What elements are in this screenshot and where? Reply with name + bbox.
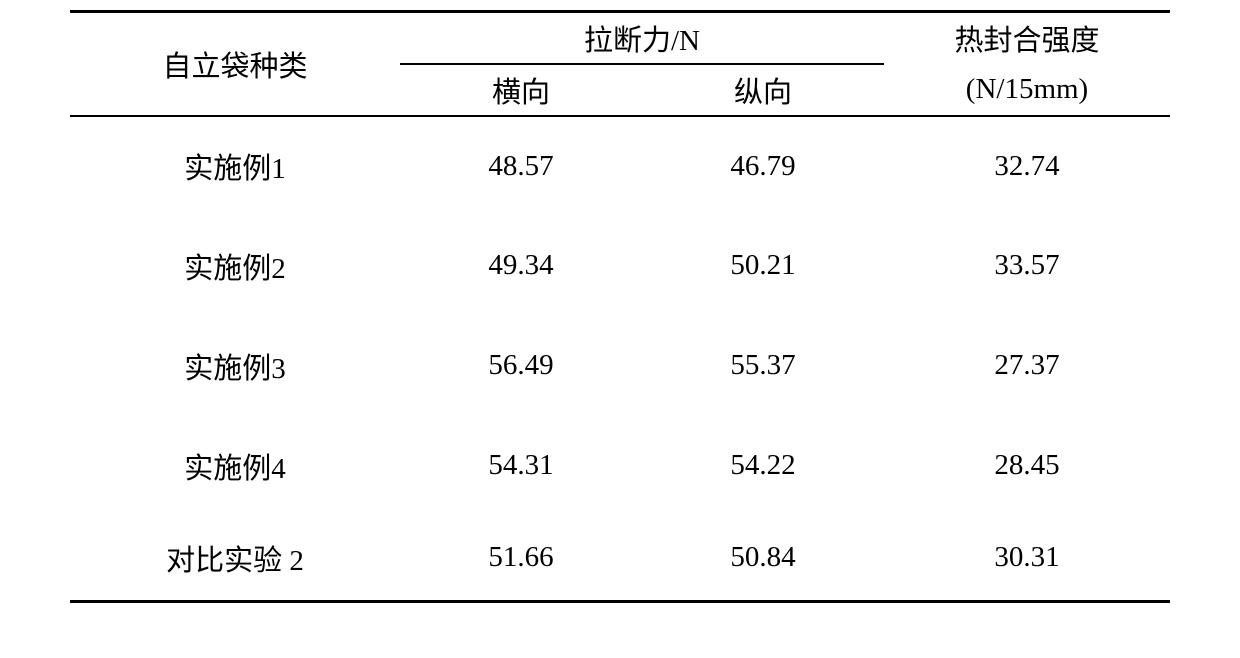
cell-seal: 30.31 xyxy=(884,516,1170,602)
cell-transverse: 54.31 xyxy=(400,416,642,516)
cell-label: 实施例1 xyxy=(70,116,400,216)
table-row: 实施例3 56.49 55.37 27.37 xyxy=(70,316,1170,416)
header-seal-line1: 热封合强度 xyxy=(884,12,1170,64)
cell-transverse: 48.57 xyxy=(400,116,642,216)
table-row: 实施例4 54.31 54.22 28.45 xyxy=(70,416,1170,516)
cell-seal: 33.57 xyxy=(884,216,1170,316)
cell-longitudinal: 55.37 xyxy=(642,316,884,416)
cell-seal: 27.37 xyxy=(884,316,1170,416)
header-seal-line2: (N/15mm) xyxy=(884,64,1170,116)
cell-label: 对比实验 2 xyxy=(70,516,400,602)
table-body: 实施例1 48.57 46.79 32.74 实施例2 49.34 50.21 … xyxy=(70,116,1170,602)
header-bag-type: 自立袋种类 xyxy=(70,12,400,116)
table-row: 对比实验 2 51.66 50.84 30.31 xyxy=(70,516,1170,602)
cell-label: 实施例2 xyxy=(70,216,400,316)
header-longitudinal: 纵向 xyxy=(642,64,884,116)
header-row-1: 自立袋种类 拉断力/N 热封合强度 xyxy=(70,12,1170,64)
cell-longitudinal: 54.22 xyxy=(642,416,884,516)
cell-transverse: 56.49 xyxy=(400,316,642,416)
cell-longitudinal: 50.21 xyxy=(642,216,884,316)
header-transverse: 横向 xyxy=(400,64,642,116)
table-header: 自立袋种类 拉断力/N 热封合强度 横向 纵向 (N/15mm) xyxy=(70,12,1170,116)
cell-transverse: 51.66 xyxy=(400,516,642,602)
cell-longitudinal: 46.79 xyxy=(642,116,884,216)
cell-seal: 32.74 xyxy=(884,116,1170,216)
cell-label: 实施例3 xyxy=(70,316,400,416)
header-tensile-group: 拉断力/N xyxy=(400,12,884,64)
cell-transverse: 49.34 xyxy=(400,216,642,316)
data-table: 自立袋种类 拉断力/N 热封合强度 横向 纵向 (N/15mm) 实施例1 48… xyxy=(70,10,1170,603)
cell-longitudinal: 50.84 xyxy=(642,516,884,602)
cell-seal: 28.45 xyxy=(884,416,1170,516)
table-row: 实施例2 49.34 50.21 33.57 xyxy=(70,216,1170,316)
table-row: 实施例1 48.57 46.79 32.74 xyxy=(70,116,1170,216)
cell-label: 实施例4 xyxy=(70,416,400,516)
